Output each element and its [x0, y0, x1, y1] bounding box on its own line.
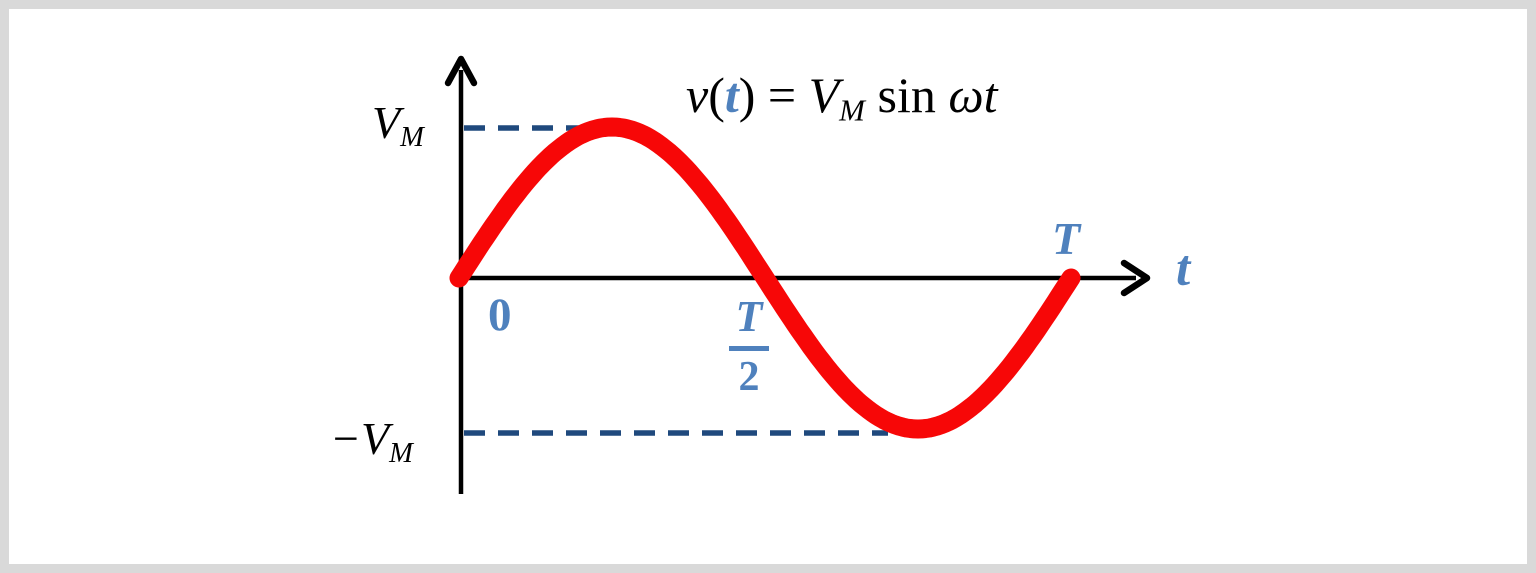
- equation-v: v: [686, 67, 709, 123]
- neg-amplitude-minus: −: [330, 413, 362, 464]
- neg-amplitude-label: −VM: [330, 412, 413, 470]
- neg-amplitude-V: V: [361, 413, 390, 464]
- fraction-bar: [729, 346, 769, 351]
- half-period-label: T 2: [722, 290, 776, 400]
- amplitude-V: V: [372, 97, 401, 148]
- neg-amplitude-subscript: M: [389, 437, 413, 469]
- x-axis-label: t: [1176, 241, 1191, 297]
- half-period-denominator: 2: [738, 354, 760, 400]
- equation-equals: =: [755, 67, 809, 123]
- equation-V-subscript: M: [839, 92, 865, 128]
- period-label: T: [1052, 213, 1081, 264]
- amplitude-label: VM: [372, 96, 424, 154]
- x-axis-arrowhead-icon: [1120, 259, 1151, 297]
- amplitude-subscript: M: [400, 121, 424, 153]
- y-axis-arrowhead-icon: [444, 55, 478, 87]
- origin-label: 0: [488, 289, 512, 341]
- equation-rparen: ): [738, 67, 756, 123]
- equation-t-argument: t: [724, 67, 739, 123]
- equation-sin: sin: [865, 67, 949, 123]
- half-period-numerator: T: [735, 292, 763, 341]
- sine-curve: [449, 117, 1081, 439]
- equation-V: V: [808, 67, 840, 123]
- equation-lparen: (: [708, 67, 725, 123]
- equation: v(t) = VM sin ωt: [686, 66, 998, 129]
- equation-omega-t: ωt: [948, 67, 998, 123]
